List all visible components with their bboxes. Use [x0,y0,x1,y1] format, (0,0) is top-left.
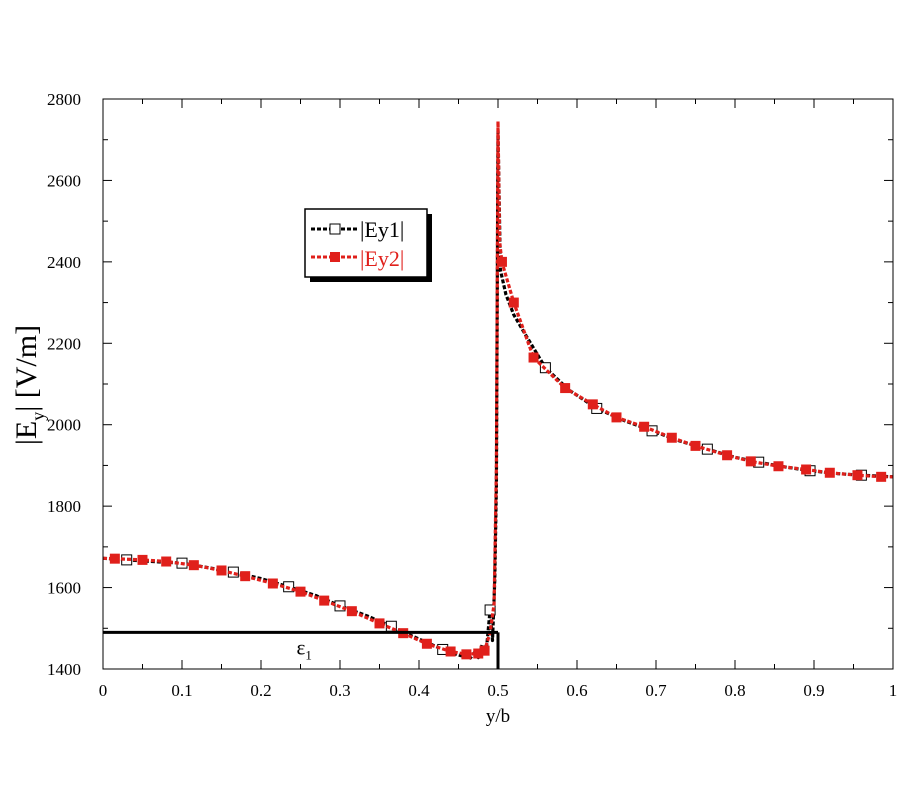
data-point-ey2 [479,645,490,656]
data-point-ey2 [216,565,227,576]
epsilon-subscript: 1 [305,647,312,662]
x-tick-label: 1 [889,681,898,700]
y-tick-label: 2800 [47,90,81,109]
legend-entry-ey1: |Ey1| [311,217,404,242]
data-point-ey2 [690,440,701,451]
x-tick-label: 0.4 [408,681,430,700]
data-point-ey2 [496,256,507,267]
series-layer [102,119,894,660]
legend-marker-ey2 [330,252,340,262]
data-point-ey2 [295,586,306,597]
x-tick-label: 0.5 [487,681,508,700]
data-point-ey2 [639,421,650,432]
data-point-ey2 [722,450,733,461]
data-point-ey2 [421,638,432,649]
data-point-ey2 [445,646,456,657]
x-tick-label: 0.7 [645,681,667,700]
data-point-ey2 [109,553,120,564]
legend-entry-ey2: |Ey2| [311,246,404,271]
data-point-ey2 [346,606,357,617]
y-tick-label: 1600 [47,579,81,598]
data-point-ey2 [319,595,330,606]
data-point-ey2 [137,554,148,565]
y-axis-title-main: |E [10,421,43,445]
legend-label-ey1: |Ey1| [360,217,404,242]
y-tick-label: 1400 [47,660,81,679]
axis-ticks: 0 0.1 0.2 0.3 0.4 0.5 0.6 0.7 0.8 0.9 1 1400 1600 180… [47,90,897,700]
y-tick-label: 1800 [47,497,81,516]
x-tick-label: 0.8 [724,681,745,700]
data-point-ey2 [801,464,812,475]
y-tick-label: 2600 [47,171,81,190]
x-axis-title: y/b [486,706,510,727]
data-point-ey2 [611,412,622,423]
data-point-ey2 [240,571,251,582]
x-tick-label: 0.1 [171,681,192,700]
data-point-ey2 [560,383,571,394]
data-point-ey2 [876,471,887,482]
legend-label-ey2: |Ey2| [360,246,404,271]
legend-marker-ey1 [329,223,341,235]
legend: |Ey1| |Ey2| [304,208,432,282]
data-point-ey2 [267,578,278,589]
data-point-ey2 [852,470,863,481]
y-axis-title-sub: y [28,412,48,421]
data-point-ey2 [587,399,598,410]
x-tick-label: 0.3 [329,681,350,700]
epsilon-symbol: ε [297,635,306,659]
data-point-ey1 [484,604,496,616]
data-point-ey2 [374,618,385,629]
epsilon-label: ε1 [297,635,312,662]
x-tick-label: 0 [99,681,108,700]
data-point-ey2 [473,648,484,659]
data-point-ey2 [461,649,472,660]
legend-box [304,208,428,278]
x-tick-label: 0.2 [250,681,271,700]
data-point-ey2 [161,556,172,567]
x-tick-label: 0.9 [803,681,824,700]
y-axis-title-tail: | [V/m] [10,325,43,412]
series-line-ey2 [102,119,893,656]
y-tick-label: 2000 [47,416,81,435]
y-axis-title: |Ey| [V/m] [10,325,48,445]
x-tick-label: 0.6 [566,681,587,700]
data-point-ey2 [508,297,519,308]
data-point-ey2 [528,352,539,363]
data-point-ey2 [666,432,677,443]
y-tick-label: 2400 [47,253,81,272]
data-point-ey2 [745,456,756,467]
data-point-ey2 [824,467,835,478]
data-point-ey2 [188,560,199,571]
data-point-ey2 [773,461,784,472]
y-tick-label: 2200 [47,334,81,353]
